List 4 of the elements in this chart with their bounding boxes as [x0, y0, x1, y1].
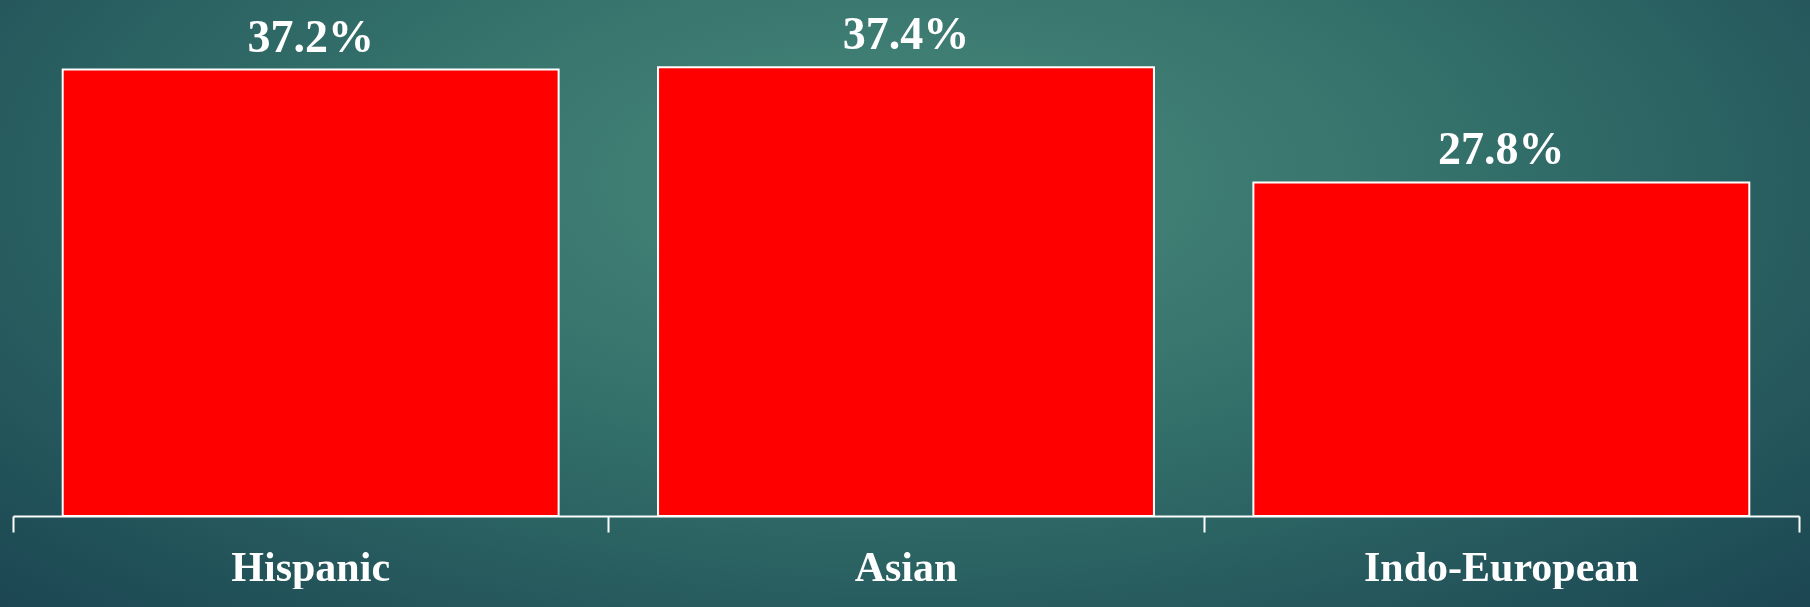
data-label: 37.2% — [247, 10, 374, 62]
data-label: 27.8% — [1438, 123, 1565, 175]
x-tick-label: Asian — [854, 544, 958, 590]
data-label: 37.4% — [842, 8, 970, 60]
